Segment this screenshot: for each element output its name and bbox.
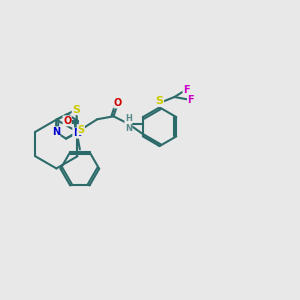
Text: F: F [188, 95, 194, 105]
Text: O: O [63, 116, 71, 126]
Text: F: F [183, 85, 190, 94]
Text: H
N: H N [125, 114, 132, 134]
Text: S: S [72, 105, 80, 115]
Text: S: S [156, 97, 164, 106]
Text: O: O [114, 98, 122, 108]
Text: S: S [77, 125, 84, 135]
Text: N: N [52, 127, 60, 137]
Text: N: N [73, 128, 81, 138]
